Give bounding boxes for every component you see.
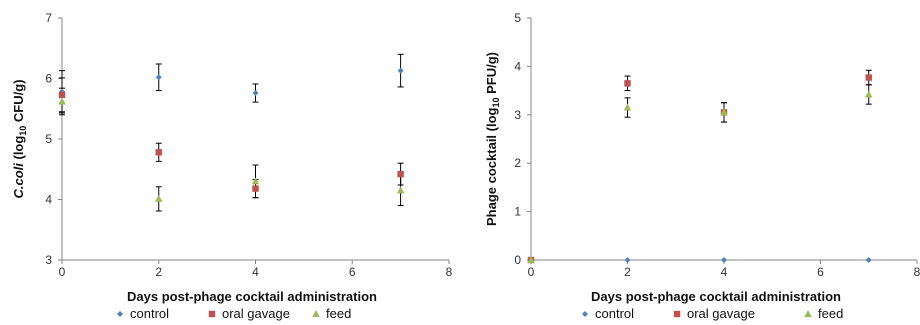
y-tick-labels: 3 4 5 6 7 [45, 11, 62, 267]
legend-item: oral gavage [208, 306, 290, 321]
data-point [155, 74, 162, 81]
data-point [527, 256, 535, 263]
legend-label: feed [326, 306, 351, 321]
data-point [252, 90, 259, 97]
legend-item: feed [312, 306, 351, 321]
legend-item: control [117, 306, 169, 321]
x-tick-label: 6 [817, 265, 824, 279]
legend-item: oral gavage [673, 306, 755, 321]
y-tick-label: 7 [45, 11, 52, 25]
legend-marker [582, 311, 588, 317]
data-point [155, 149, 162, 156]
legend-marker [673, 310, 681, 318]
x-tick-label: 2 [624, 265, 631, 279]
legend-marker [117, 311, 123, 317]
x-axis-title: Days post-phage cocktail administration [127, 289, 377, 304]
data-point [397, 170, 404, 178]
x-tick-label: 0 [528, 265, 535, 279]
data-point [252, 185, 259, 192]
data-point [865, 74, 872, 81]
legend-item: control [582, 306, 634, 321]
legend-label: feed [818, 306, 843, 321]
legend-label: control [595, 306, 634, 321]
y-tick-label: 0 [514, 253, 521, 267]
x-tick-label: 6 [349, 265, 356, 279]
x-tick-labels: 0 2 4 6 8 [59, 260, 453, 279]
legend-item: feed [804, 306, 843, 321]
y-tick-label: 2 [514, 156, 521, 170]
data-point [865, 257, 872, 263]
y-tick-label: 5 [514, 11, 521, 25]
data-points [527, 74, 873, 264]
legend-marker [804, 310, 812, 317]
data-point [397, 67, 404, 74]
x-tick-label: 4 [252, 265, 259, 279]
y-tick-label: 4 [45, 193, 52, 207]
x-tick-label: 8 [914, 265, 920, 279]
y-tick-label: 3 [45, 253, 52, 267]
y-tick-labels: 0 1 2 3 4 5 [514, 11, 531, 267]
data-point [721, 257, 727, 263]
x-tick-label: 0 [59, 265, 66, 279]
data-point [623, 103, 632, 111]
data-point [58, 97, 66, 105]
data-point [624, 257, 631, 263]
y-axis-title: C.coli (log10 CFU/g) [11, 79, 28, 198]
legend-label: oral gavage [222, 306, 290, 321]
x-tick-label: 4 [721, 265, 728, 279]
y-tick-label: 1 [514, 205, 521, 219]
data-points [58, 67, 405, 202]
legend-marker [208, 310, 216, 318]
y-tick-label: 4 [514, 59, 521, 73]
x-axis-title: Days post-phage cocktail administration [591, 289, 841, 304]
data-point [58, 91, 66, 99]
legend-label: oral gavage [687, 306, 755, 321]
ccoli-chart: 3 4 5 6 7 0 2 4 6 8 C.coli (log10 CFU/g) Days po… [11, 11, 453, 321]
y-tick-label: 6 [45, 72, 52, 86]
data-point [154, 194, 163, 202]
data-point [396, 186, 405, 194]
data-point [624, 80, 631, 87]
data-point [251, 177, 260, 185]
x-tick-label: 8 [446, 265, 453, 279]
legend-marker [312, 310, 320, 317]
x-tick-label: 2 [155, 265, 162, 279]
phage-chart: 0 1 2 3 4 5 0 2 4 6 8 Phage cocktail (log10 PFU/g… [484, 11, 920, 321]
legend-label: control [130, 306, 169, 321]
data-point [720, 108, 728, 116]
data-point [864, 90, 873, 98]
y-axis-title: Phage cocktail (log10 PFU/g) [484, 52, 501, 226]
legend: control oral gavage feed [117, 306, 351, 321]
y-tick-label: 3 [514, 108, 521, 122]
y-tick-label: 5 [45, 132, 52, 146]
legend: control oral gavage feed [582, 306, 843, 321]
